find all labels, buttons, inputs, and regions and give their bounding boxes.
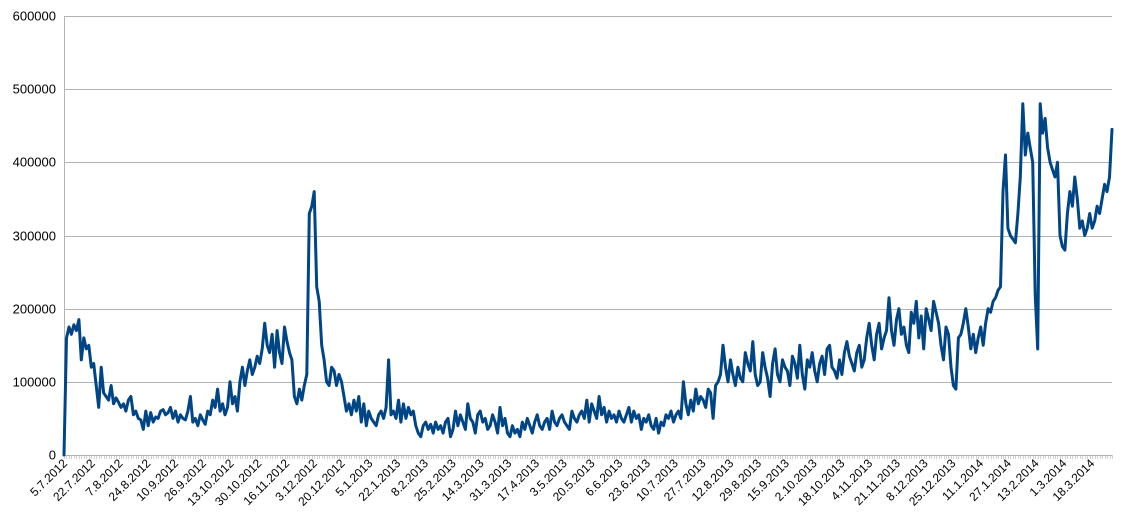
x-axis: 5.7.201222.7.20127.8.201224.8.201210.9.2…: [27, 455, 1113, 509]
series-line: [62, 102, 1114, 457]
y-tick-label: 0: [49, 448, 56, 463]
y-tick-label: 400000: [13, 155, 56, 170]
y-tick-label: 200000: [13, 302, 56, 317]
y-tick-label: 300000: [13, 229, 56, 244]
y-tick-label: 500000: [13, 82, 56, 97]
series-layer: [62, 102, 1114, 457]
y-tick-label: 100000: [13, 375, 56, 390]
y-tick-label: 600000: [13, 9, 56, 24]
y-axis: 0 100000 200000 300000 400000 500000 600000: [13, 9, 65, 463]
